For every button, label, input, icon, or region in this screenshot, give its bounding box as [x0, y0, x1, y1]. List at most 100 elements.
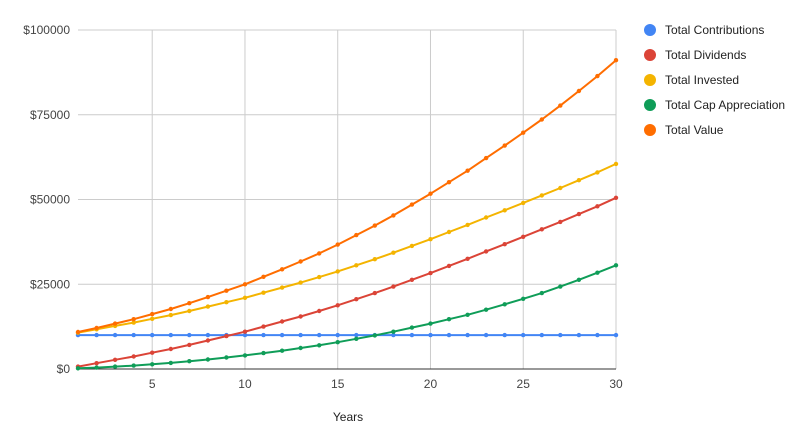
- legend-item-total-value[interactable]: Total Value: [644, 123, 724, 137]
- data-point: [298, 332, 303, 338]
- data-point: [205, 357, 211, 362]
- legend-item-total-contributions[interactable]: Total Contributions: [644, 23, 764, 37]
- data-point: [317, 332, 322, 338]
- legend-label: Total Value: [665, 123, 724, 137]
- data-point: [354, 232, 359, 238]
- data-point: [446, 180, 452, 185]
- data-point: [613, 58, 619, 63]
- data-point: [242, 332, 248, 338]
- data-point: [261, 350, 266, 356]
- x-axis-title: Years: [333, 410, 363, 424]
- data-point: [465, 222, 470, 228]
- series-line-total-dividends: [77, 196, 617, 368]
- data-point: [372, 223, 377, 228]
- data-point: [168, 332, 173, 338]
- series-total-dividends: [75, 195, 619, 369]
- data-point: [391, 250, 396, 255]
- data-point: [150, 316, 155, 321]
- series-line-total-cap-appreciation: [77, 264, 617, 370]
- data-point: [502, 143, 507, 148]
- data-point: [279, 319, 285, 324]
- data-point: [354, 336, 359, 341]
- data-point: [131, 317, 136, 322]
- data-point: [391, 284, 396, 289]
- data-point: [187, 342, 192, 348]
- data-point: [298, 314, 303, 319]
- data-point: [75, 329, 81, 335]
- data-point: [483, 332, 489, 338]
- y-tick-label: $100000: [23, 23, 70, 37]
- data-point: [335, 303, 340, 308]
- series-total-invested: [75, 161, 619, 335]
- data-point: [75, 366, 81, 371]
- legend-item-total-dividends[interactable]: Total Dividends: [644, 48, 746, 62]
- x-tick-label: 5: [149, 377, 156, 391]
- data-point: [354, 332, 359, 338]
- data-point: [261, 290, 266, 295]
- data-point: [354, 297, 359, 302]
- series-lines: [75, 58, 619, 371]
- data-point: [595, 73, 600, 79]
- series-total-value: [75, 58, 619, 335]
- data-point: [335, 242, 340, 247]
- legend-label: Total Dividends: [665, 48, 746, 62]
- data-point: [558, 332, 563, 338]
- data-point: [279, 267, 285, 272]
- data-point: [576, 332, 582, 338]
- legend-item-total-cap-appreciation[interactable]: Total Cap Appreciation: [644, 98, 785, 112]
- data-point: [150, 332, 155, 338]
- data-point: [595, 204, 600, 209]
- data-point: [112, 357, 118, 362]
- data-point: [335, 340, 340, 345]
- data-point: [483, 307, 489, 312]
- data-point: [335, 269, 340, 274]
- data-point: [539, 193, 544, 198]
- data-point: [409, 332, 415, 338]
- data-point: [446, 229, 452, 235]
- data-point: [465, 168, 470, 173]
- data-point: [205, 338, 211, 343]
- legend-swatch: [644, 24, 656, 36]
- data-point: [428, 270, 433, 276]
- y-tick-label: $25000: [30, 277, 70, 291]
- data-point: [224, 300, 229, 305]
- series-line-total-invested: [77, 162, 617, 334]
- axes: $0 $25000 $50000 $75000 $100000 5 10 15 20 25 30: [23, 23, 623, 391]
- data-point: [446, 317, 452, 322]
- data-point: [483, 155, 489, 161]
- data-point: [205, 332, 211, 338]
- data-point: [168, 306, 173, 312]
- data-point: [595, 170, 600, 175]
- data-point: [502, 302, 507, 307]
- legend-swatch: [644, 124, 656, 136]
- data-point: [94, 325, 99, 331]
- data-point: [224, 288, 229, 293]
- data-point: [205, 294, 211, 300]
- data-point: [131, 332, 136, 338]
- data-point: [539, 117, 544, 122]
- y-tick-label: $75000: [30, 108, 70, 122]
- legend-swatch: [644, 99, 656, 111]
- data-point: [224, 333, 229, 339]
- data-point: [502, 332, 507, 338]
- data-point: [94, 365, 99, 370]
- data-point: [576, 277, 582, 282]
- data-point: [391, 213, 396, 218]
- data-point: [483, 215, 489, 220]
- data-point: [558, 185, 563, 191]
- data-point: [335, 332, 340, 338]
- data-point: [576, 178, 582, 183]
- data-point: [409, 277, 415, 282]
- data-point: [613, 195, 619, 200]
- data-point: [150, 362, 155, 367]
- data-point: [279, 285, 285, 290]
- data-point: [521, 332, 526, 338]
- data-point: [409, 202, 415, 207]
- data-point: [261, 324, 266, 329]
- data-point: [539, 227, 544, 232]
- data-point: [521, 130, 526, 135]
- data-point: [428, 237, 433, 242]
- data-point: [317, 308, 322, 314]
- legend-item-total-invested[interactable]: Total Invested: [644, 73, 739, 87]
